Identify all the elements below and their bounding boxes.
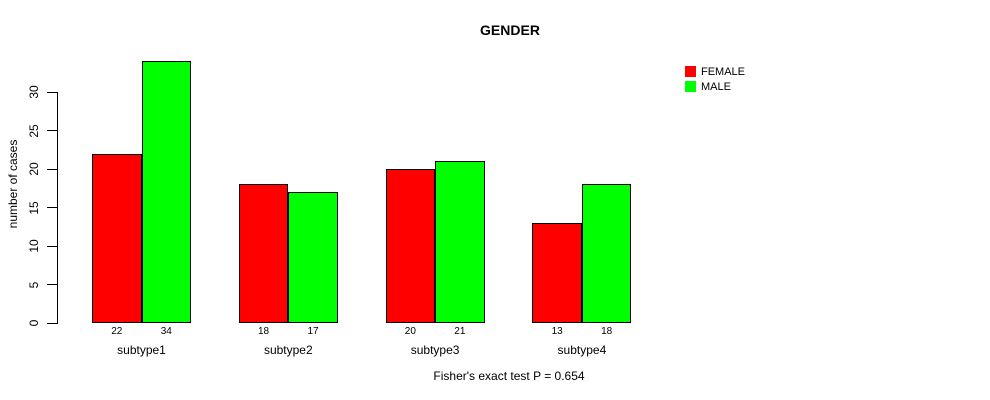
y-axis-tick-label: 20	[27, 162, 41, 176]
category-label: subtype3	[410, 343, 460, 357]
legend: FEMALE MALE	[685, 64, 745, 94]
footer-annotation: Fisher's exact test P = 0.654	[433, 369, 585, 383]
bar-male-subtype3	[435, 161, 485, 323]
y-axis-tick	[47, 130, 57, 131]
bar-female-subtype4	[532, 222, 582, 323]
y-axis-tick-label: 10	[27, 239, 41, 253]
category-label: subtype4	[557, 343, 607, 357]
y-axis-tick-label: 5	[27, 281, 41, 288]
y-axis-tick-label: 25	[27, 123, 41, 138]
bar-female-subtype1	[92, 153, 142, 323]
category-label: subtype1	[117, 343, 166, 357]
bar-value-label: 17	[307, 326, 319, 337]
y-axis-label: number of cases	[6, 139, 20, 229]
bar-value-label: 20	[404, 326, 416, 337]
bar-value-label: 13	[551, 326, 563, 337]
y-axis-tick	[47, 245, 57, 247]
y-axis-tick	[47, 322, 57, 324]
y-axis-tick-label: 15	[27, 200, 41, 215]
bar-female-subtype2	[238, 184, 289, 323]
bar-value-label: 21	[454, 326, 466, 337]
bar-value-label: 22	[111, 326, 123, 337]
y-axis-line	[57, 92, 58, 324]
legend-item: MALE	[685, 79, 745, 94]
category-label: subtype2	[263, 343, 313, 357]
y-axis-tick	[47, 168, 57, 170]
legend-swatch-male	[685, 81, 696, 92]
y-axis-tick-label: 30	[27, 85, 41, 99]
bar-value-label: 34	[160, 326, 172, 337]
bar-value-label: 18	[257, 326, 270, 337]
bar-female-subtype3	[385, 169, 436, 323]
bar-male-subtype2	[288, 192, 338, 323]
legend-label: FEMALE	[701, 65, 746, 78]
y-axis-tick	[47, 91, 57, 93]
chart-title: GENDER	[480, 22, 540, 38]
bar-male-subtype1	[141, 61, 191, 323]
legend-item: FEMALE	[685, 64, 745, 79]
y-axis-tick	[47, 207, 57, 208]
y-axis-tick-label: 0	[27, 319, 41, 327]
bar-male-subtype4	[581, 184, 632, 323]
legend-label: MALE	[701, 80, 731, 93]
bar-value-label: 18	[601, 326, 613, 337]
legend-swatch-female	[685, 66, 696, 77]
y-axis-tick	[47, 284, 57, 285]
